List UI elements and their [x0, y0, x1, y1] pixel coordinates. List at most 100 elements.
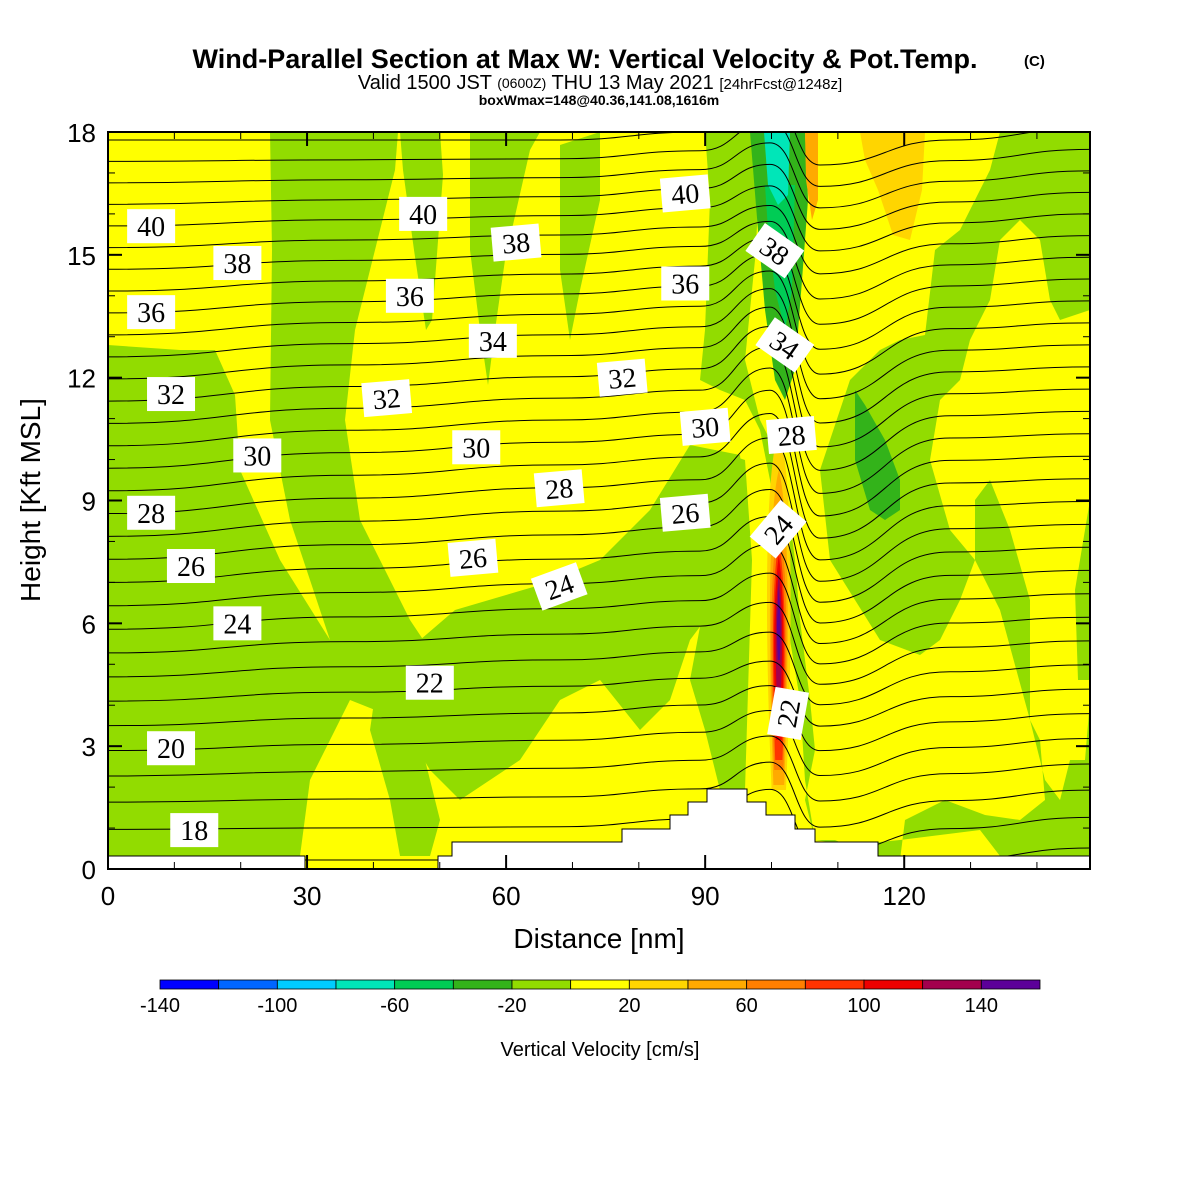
- contour-label-text: 26: [670, 498, 701, 531]
- theta-contour-label: 26: [448, 539, 499, 577]
- y-tick-label: 9: [82, 487, 96, 517]
- colorbar-swatch: [336, 980, 395, 989]
- colorbar-tick-label: 60: [736, 995, 758, 1017]
- theta-contour-label: 26: [167, 549, 215, 583]
- colorbar-swatch: [395, 980, 454, 989]
- contour-label-text: 38: [223, 249, 251, 280]
- contour-label-text: 24: [223, 609, 251, 640]
- contour-label-text: 28: [137, 499, 165, 530]
- colorbar-swatch: [688, 980, 747, 989]
- theta-contour-label: 40: [660, 174, 711, 212]
- theta-contour-label: 38: [491, 224, 542, 262]
- colorbar: -140 -100 -60 -20 20 60 100 140: [140, 980, 1040, 1017]
- contour-label-text: 36: [671, 269, 699, 300]
- contour-label-text: 36: [137, 298, 165, 329]
- subtitle-date: THU 13 May 2021: [551, 72, 713, 94]
- copyright-mark: (C): [1024, 53, 1045, 70]
- contour-label-text: 40: [137, 212, 165, 243]
- colorbar-swatch: [453, 980, 512, 989]
- contour-label-text: 34: [479, 327, 507, 358]
- contour-label-text: 36: [396, 282, 424, 313]
- theta-contour-label: 20: [147, 731, 195, 765]
- contour-label-text: 22: [772, 697, 807, 730]
- colorbar-swatch: [219, 980, 278, 989]
- subtitle-valid: Valid 1500 JST: [358, 72, 492, 94]
- colorbar-swatch: [805, 980, 864, 989]
- contour-label-text: 40: [670, 178, 701, 211]
- contour-label-text: 30: [243, 441, 271, 472]
- colorbar-swatch: [160, 980, 219, 989]
- theta-contour-label: 32: [361, 379, 412, 417]
- plot-area: 40 38 36 32 30 28 26 24 20 18 40 36 38 34 32 30 28 26 24 22…: [108, 100, 1090, 885]
- colorbar-swatch: [923, 980, 982, 989]
- theta-contour-label: 34: [469, 324, 517, 358]
- contour-label-text: 30: [690, 412, 721, 445]
- x-tick-label: 120: [883, 881, 926, 911]
- theta-contour-label: 36: [386, 279, 434, 313]
- contour-label-text: 20: [157, 734, 185, 765]
- contour-label-text: 32: [607, 362, 638, 395]
- colorbar-tick-label: -20: [498, 995, 527, 1017]
- theta-contour-label: 30: [233, 438, 281, 472]
- contour-label-text: 32: [157, 380, 185, 411]
- colorbar-swatch: [277, 980, 336, 989]
- colorbar-swatch: [512, 980, 571, 989]
- theta-contour-label: 40: [399, 197, 447, 231]
- x-axis-title: Distance [nm]: [513, 923, 684, 954]
- colorbar-title: Vertical Velocity [cm/s]: [501, 1039, 700, 1061]
- contour-label-text: 22: [416, 669, 444, 700]
- theta-contour-label: 28: [127, 496, 175, 530]
- contour-label-text: 40: [409, 200, 437, 231]
- colorbar-tick-label: 20: [618, 995, 640, 1017]
- theta-contour-label: 36: [127, 295, 175, 329]
- contour-label-text: 30: [462, 433, 490, 464]
- x-tick-label: 60: [492, 881, 521, 911]
- theta-contour-label: 32: [147, 377, 195, 411]
- subtitle-zulu: (0600Z): [497, 75, 546, 91]
- theta-contour-label: 24: [213, 606, 261, 640]
- y-axis-title: Height [Kft MSL]: [15, 398, 46, 602]
- y-tick-label: 0: [82, 855, 96, 885]
- contour-label-text: 28: [544, 473, 575, 506]
- y-tick-label: 12: [67, 364, 96, 394]
- theta-contour-label: 36: [661, 266, 709, 300]
- theta-contour-label: 32: [597, 359, 648, 397]
- contour-label-text: 32: [372, 383, 403, 416]
- y-tick-label: 3: [82, 732, 96, 762]
- x-tick-label: 90: [691, 881, 720, 911]
- theta-contour-label: 28: [534, 469, 585, 507]
- contour-label-text: 26: [177, 552, 205, 583]
- subtitle-fcst: [24hrFcst@1248z]: [719, 76, 842, 93]
- y-tick-label: 15: [67, 241, 96, 271]
- colorbar-swatch: [864, 980, 923, 989]
- colorbar-swatch: [747, 980, 806, 989]
- box-wmax-line: boxWmax=148@40.36,141.08,1616m: [479, 92, 720, 108]
- colorbar-tick-label: 100: [847, 995, 880, 1017]
- colorbar-tick-label: 140: [965, 995, 998, 1017]
- y-tick-label: 18: [67, 118, 96, 148]
- theta-contour-label: 40: [127, 209, 175, 243]
- theta-contour-label: 30: [452, 430, 500, 464]
- x-tick-label: 0: [101, 881, 115, 911]
- colorbar-swatch: [571, 980, 630, 989]
- theta-contour-label: 22: [406, 666, 454, 700]
- contour-label-text: 26: [458, 543, 489, 576]
- theta-contour-label: 26: [660, 494, 711, 532]
- chart-title: Wind-Parallel Section at Max W: Vertical…: [193, 44, 978, 74]
- y-tick-label: 6: [82, 609, 96, 639]
- theta-contour-label: 38: [213, 246, 261, 280]
- colorbar-tick-label: -100: [257, 995, 297, 1017]
- contour-label-text: 38: [501, 227, 532, 260]
- contour-label-text: 18: [180, 816, 208, 847]
- colorbar-tick-label: -60: [380, 995, 409, 1017]
- colorbar-swatch: [629, 980, 688, 989]
- colorbar-tick-label: -140: [140, 995, 180, 1017]
- x-tick-label: 30: [293, 881, 322, 911]
- theta-contour-label: 18: [170, 813, 218, 847]
- colorbar-swatch: [981, 980, 1040, 989]
- theta-contour-label: 28: [766, 416, 817, 454]
- theta-contour-label: 30: [680, 408, 731, 446]
- contour-label-text: 28: [776, 420, 807, 453]
- chart-subtitle: Valid 1500 JST (0600Z) THU 13 May 2021 […: [358, 71, 842, 94]
